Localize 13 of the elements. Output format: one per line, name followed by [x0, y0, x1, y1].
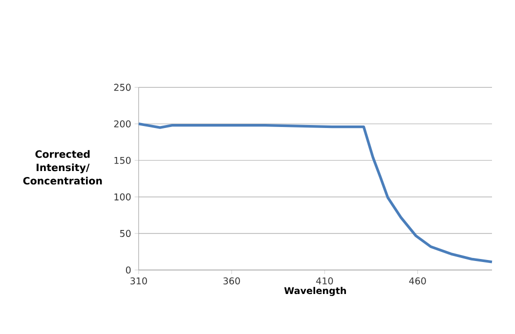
x-tick-label: 460	[409, 277, 426, 284]
y-tick-label: 0	[126, 266, 131, 274]
y-tick-label: 250	[114, 84, 131, 91]
x-axis-title: Wavelength	[284, 286, 346, 296]
y-tick-label: 100	[114, 193, 131, 200]
x-tick-label: 310	[130, 277, 147, 284]
x-tick-label: 410	[316, 277, 333, 284]
y-tick-label: 50	[120, 230, 131, 237]
x-tick-label: 360	[223, 277, 240, 284]
line-series	[137, 122, 494, 264]
y-axis-title: Corrected Intensity/ Concentration	[23, 150, 102, 185]
y-tick-label: 200	[114, 120, 131, 128]
y-tick-label: 150	[114, 156, 131, 164]
